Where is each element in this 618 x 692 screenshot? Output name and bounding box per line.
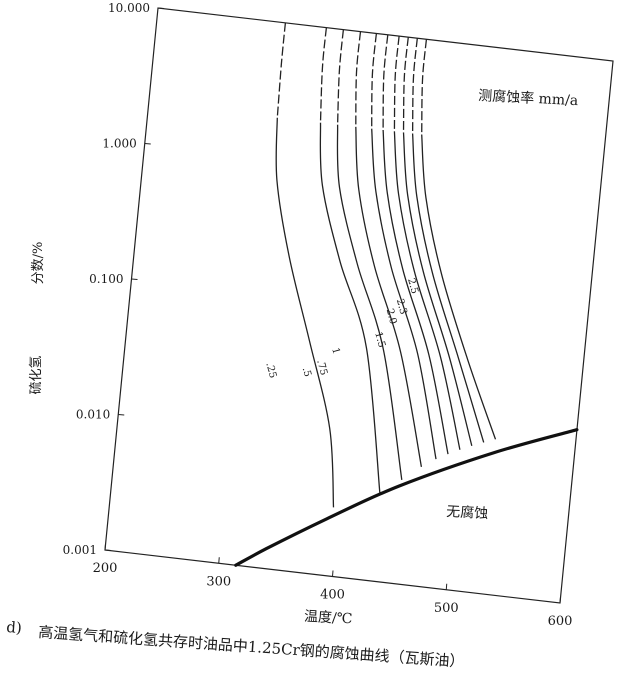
y-tick-label: 0.010 <box>76 408 110 422</box>
iso-curve <box>336 124 403 480</box>
iso-curve-upper <box>402 37 409 133</box>
curve-label: 1 <box>329 347 341 356</box>
figure-caption: 高温氢气和硫化氢共存时油品中1.25Cr钢的腐蚀曲线（瓦斯油） <box>38 623 465 671</box>
legend-note: 测腐蚀率 mm/a <box>478 87 579 109</box>
curve-label: 2.5 <box>405 277 420 295</box>
curve-label: 2.3 <box>394 298 409 316</box>
plot-area <box>104 7 614 604</box>
x-tick-label: 300 <box>206 574 231 589</box>
iso-curve-upper <box>336 29 345 125</box>
curve-label: .5 <box>300 366 313 378</box>
x-tick <box>218 557 220 564</box>
y-tick <box>157 7 165 9</box>
x-tick <box>104 543 106 551</box>
y-tick-label: 1.000 <box>102 137 136 151</box>
iso-curve-upper <box>371 33 378 129</box>
caption-prefix: d) <box>6 618 23 637</box>
y-tick-label: 0.100 <box>89 272 123 286</box>
iso-curve-upper <box>421 39 428 135</box>
iso-curve <box>275 117 335 508</box>
x-tick-label: 400 <box>320 588 345 603</box>
iso-curve-upper <box>276 22 287 118</box>
iso-curve <box>355 126 423 468</box>
iso-curve-upper <box>382 34 389 131</box>
y-tick <box>104 549 112 551</box>
y-tick-label: 10.000 <box>108 1 150 15</box>
y-tick <box>118 414 125 416</box>
iso-curve <box>382 129 449 455</box>
axes: 200 300 400 500 600 0.001 0.010 0.100 1.000 10.00… <box>63 1 573 629</box>
iso-curve-upper <box>319 27 328 123</box>
x-tick <box>332 570 334 577</box>
curve-label: 2.0 <box>384 307 399 325</box>
y-axis-label-main: 硫化氢 <box>29 355 44 394</box>
iso-curve <box>393 131 461 450</box>
iso-curve-upper <box>411 38 418 134</box>
curve-label: 1.5 <box>372 331 387 349</box>
curve-label: .25 <box>263 361 278 379</box>
x-tick-label: 200 <box>93 561 118 576</box>
iso-curve-upper <box>355 31 362 127</box>
iso-curve <box>402 132 473 446</box>
threshold-curve <box>234 428 579 567</box>
iso-curve <box>319 122 381 493</box>
x-tick-label: 500 <box>434 601 459 616</box>
x-axis-label: 温度/℃ <box>304 609 353 628</box>
iso-curve-upper <box>393 36 400 132</box>
y-tick-label: 0.001 <box>63 543 97 557</box>
y-tick <box>131 278 138 280</box>
x-tick <box>445 583 448 590</box>
iso-curve <box>421 134 497 440</box>
iso-curve <box>371 128 437 460</box>
plot-frame <box>104 7 614 604</box>
y-tick <box>144 143 151 145</box>
curve-labels: .25 .5.751 1.5 2.02.3 2.5 <box>263 277 419 380</box>
x-tick <box>559 596 561 604</box>
x-tick-label: 600 <box>548 614 573 629</box>
no-corrosion-label: 无腐蚀 <box>446 503 489 522</box>
y-axis-label-unit: 分数/% <box>31 242 46 285</box>
iso-curve <box>411 133 485 443</box>
curve-label: .75 <box>314 359 329 377</box>
iso-corrosion-curves <box>234 22 579 567</box>
